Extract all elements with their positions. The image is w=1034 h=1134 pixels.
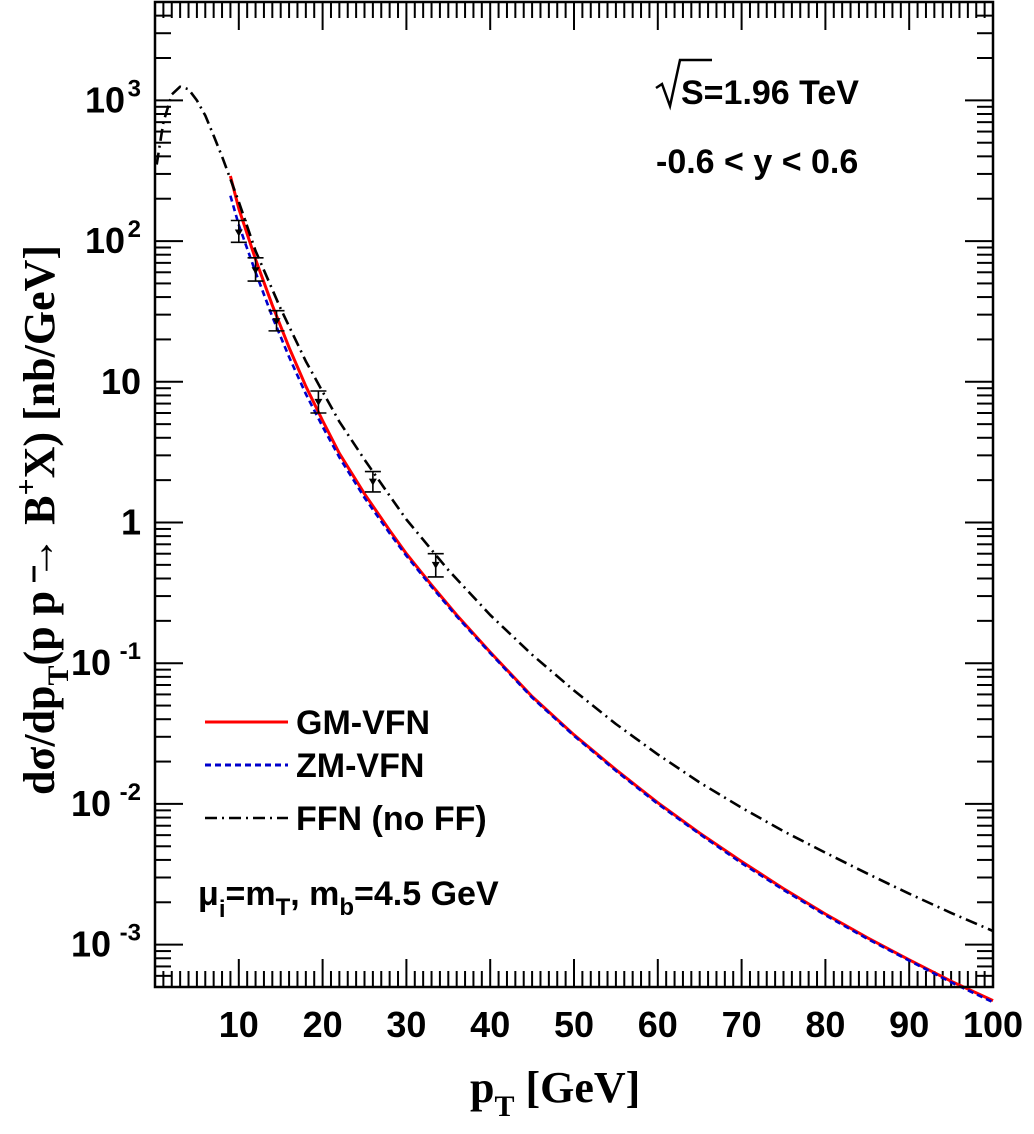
sqrt-symbol (655, 58, 712, 111)
x-tick-label: 20 (303, 1004, 343, 1045)
eq-mT: =m (225, 875, 275, 913)
legend-label-zm-vfn: ZM-VFN (296, 747, 424, 785)
mu-sub: i (219, 896, 226, 923)
y-tick-label-exp: 2 (128, 216, 141, 243)
plot-frame (153, 0, 995, 989)
y-tick-label: 10 (85, 79, 125, 120)
series-line-zm-vfn (229, 195, 994, 1004)
x-tick-label: 90 (889, 1004, 929, 1045)
y-tick-label-exp: 3 (128, 75, 141, 102)
legend-label-gm-vfn: GM-VFN (296, 704, 430, 742)
series-line-ffn-no-ff- (155, 85, 994, 933)
data-point (431, 561, 440, 569)
axis-ticks (155, 1, 993, 988)
y-tick-label-exp: -1 (120, 638, 141, 665)
energy-annotation: S=1.96 TeV (655, 58, 859, 112)
y-tick-label-exp: -2 (120, 779, 141, 806)
x-tick-label: 60 (638, 1004, 678, 1045)
y-tick-label: 1 (121, 501, 141, 542)
x-tick-label: 10 (219, 1004, 259, 1045)
x-tick-label: 70 (722, 1004, 762, 1045)
y-axis-title: dσ/dpT(p p → B+X) [nb/GeV] (10, 245, 75, 795)
x-tick-label: 50 (554, 1004, 594, 1045)
legend: GM-VFN ZM-VFN FFN (no FF) (205, 704, 487, 838)
y-tick-label: 10 (85, 220, 125, 261)
x-tick-label: 40 (470, 1004, 510, 1045)
mb-sub: b (339, 894, 354, 921)
mT-sub: T (276, 894, 291, 921)
energy-text: S=1.96 TeV (681, 74, 859, 112)
data-points (230, 219, 444, 578)
y-tick-label: 10 (71, 783, 111, 824)
rapidity-annotation: -0.6 < y < 0.6 (656, 143, 858, 181)
data-point (368, 478, 377, 486)
x-tick-label: 30 (386, 1004, 426, 1045)
x-tick-label: 80 (805, 1004, 845, 1045)
x-tick-labels: 10 20 30 40 50 60 70 80 90 100 (219, 1004, 1023, 1045)
y-tick-label-exp: -3 (120, 920, 141, 947)
x-tick-label: 100 (963, 1004, 1023, 1045)
x-axis-title: pT [GeV] (470, 1063, 640, 1123)
data-point (314, 398, 323, 406)
mu-symbol: μ (198, 875, 219, 913)
series-line-gm-vfn (228, 175, 994, 1002)
y-tick-label: 10 (71, 642, 111, 683)
y-tick-label: 10 (101, 361, 141, 402)
data-point (272, 318, 281, 326)
params-annotation: μi=mT, mb=4.5 GeV (198, 875, 499, 923)
svg-text:μi=mT, mb=4.5 GeV: μi=mT, mb=4.5 GeV (198, 875, 499, 923)
comma-m: , m (290, 875, 339, 913)
data-point (234, 229, 243, 237)
y-tick-label: 10 (71, 924, 111, 965)
legend-label-ffn: FFN (no FF) (296, 800, 487, 838)
data-point (251, 267, 260, 275)
mb-value: =4.5 GeV (354, 875, 499, 913)
curves (155, 85, 994, 1004)
